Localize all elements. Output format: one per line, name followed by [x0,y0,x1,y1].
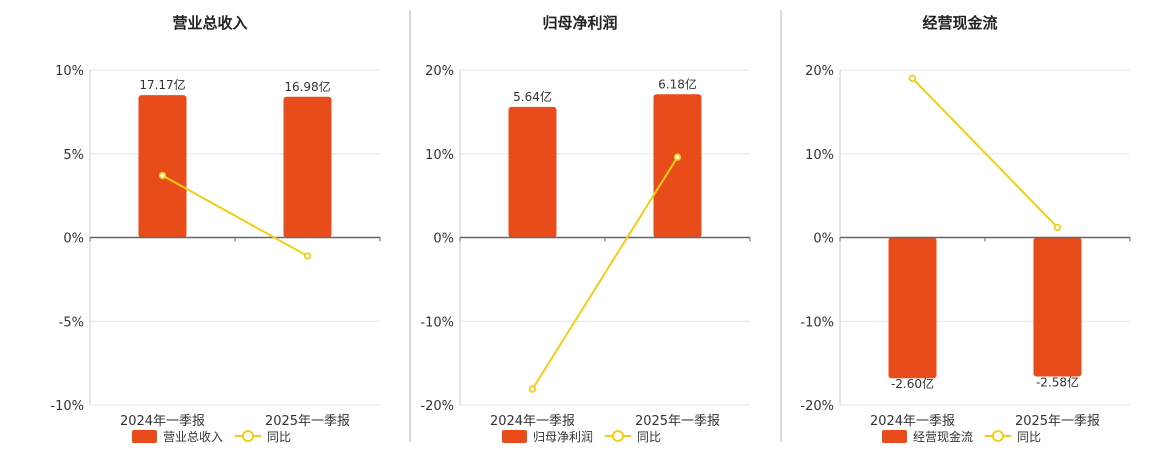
bar-data-label: 5.64亿 [513,89,552,104]
legend: 经营现金流 同比 [882,429,1041,444]
category-label: 2025年一季报 [635,414,720,429]
legend: 营业总收入 同比 [132,430,291,444]
legend-line-label: 同比 [637,430,661,444]
legend-line-label: 同比 [267,430,291,444]
y-tick-label: 20% [425,64,454,79]
chart-title: 经营现金流 [922,14,997,32]
y-tick-label: 5% [63,148,84,163]
y-tick-label: -20% [420,399,454,414]
legend-line-marker [242,430,254,442]
yoy-point[interactable] [1053,223,1062,232]
bar-data-label: 17.17亿 [139,77,185,92]
legend-bar-label: 经营现金流 [913,429,973,444]
legend-bar-swatch [502,430,527,443]
legend-line-marker [612,430,624,442]
yoy-line [162,174,308,257]
bar[interactable] [888,237,937,379]
bar[interactable] [1033,237,1082,377]
chart-2: 归母净利润 20% 10% 0% -10% -20% 5.64亿 6.18亿 2024年一季报 2… [409,10,751,444]
y-tick-label: -10% [420,315,454,330]
legend-line-marker [992,430,1004,442]
y-tick-label: 10% [425,148,454,163]
bar[interactable] [508,106,557,238]
yoy-line [911,77,1059,229]
y-tick-label: 10% [55,64,84,79]
chart-title: 归母净利润 [542,14,617,32]
yoy-point[interactable] [908,74,917,83]
y-tick-label: 0% [813,232,834,247]
y-tick-label: 0% [433,232,454,247]
legend-line-label: 同比 [1017,430,1041,444]
bar-data-label: -2.60亿 [891,376,934,391]
chart-title: 营业总收入 [172,14,247,32]
bar[interactable] [653,94,702,238]
y-tick-label: 10% [805,148,834,163]
legend: 归母净利润 同比 [502,430,661,444]
category-label: 2024年一季报 [870,414,955,429]
legend-bar-label: 归母净利润 [533,430,593,444]
yoy-point[interactable] [673,153,682,161]
legend-bar-label: 营业总收入 [163,430,223,444]
y-tick-label: -20% [800,399,834,414]
category-label: 2024年一季报 [490,414,575,429]
category-label: 2025年一季报 [1015,414,1100,429]
bar[interactable] [138,95,187,238]
bar[interactable] [283,96,332,238]
legend-bar-swatch [132,430,157,443]
bar-data-label: 16.98亿 [284,79,330,94]
category-label: 2024年一季报 [120,414,205,429]
category-label: 2025年一季报 [265,414,350,429]
chart-1: 营业总收入 10% 5% 0% -5% -10% 17.17亿 16.98亿 2024年一季报 2… [50,14,381,444]
y-tick-label: -10% [50,399,84,414]
yoy-point[interactable] [303,252,312,260]
yoy-point[interactable] [158,171,167,180]
chart-3: 经营现金流 20% 10% 0% -10% -20% -2.60亿 -2.58亿 2024年一季… [780,10,1131,444]
yoy-line [531,156,679,390]
y-tick-label: 0% [63,232,84,247]
y-tick-label: -5% [59,315,84,330]
yoy-point[interactable] [528,385,537,393]
legend-bar-swatch [882,430,907,443]
bar-data-label: -2.58亿 [1036,375,1079,390]
y-tick-label: -10% [800,315,834,330]
y-tick-label: 20% [805,64,834,79]
bar-data-label: 6.18亿 [658,76,697,91]
